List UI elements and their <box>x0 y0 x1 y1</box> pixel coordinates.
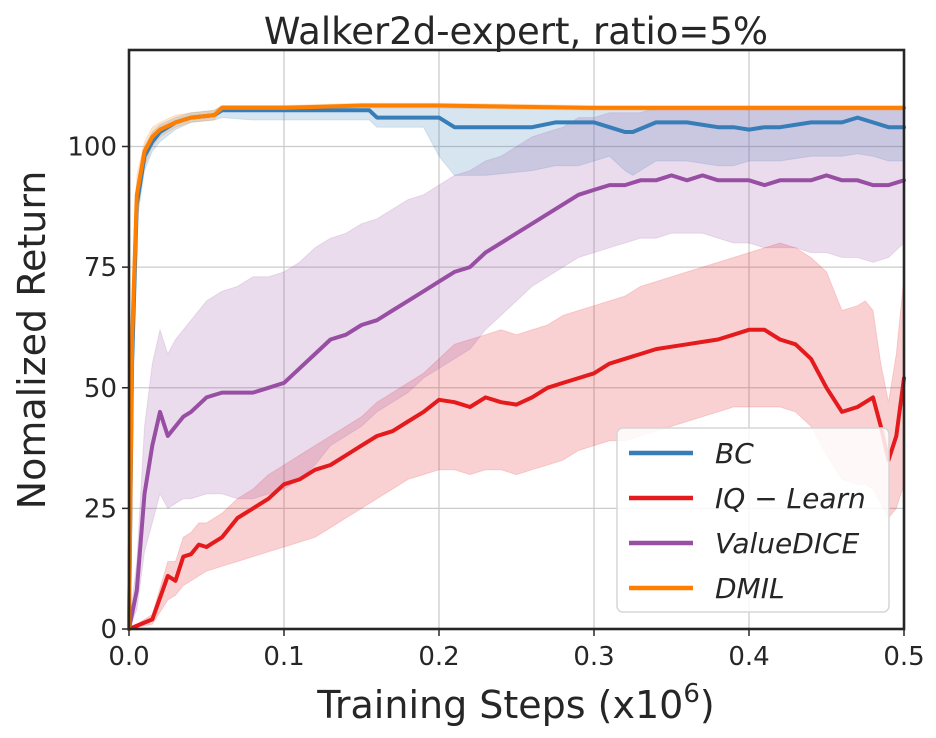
line-valuedice <box>127 173 906 631</box>
legend-label-valuedice: ValueDICE <box>715 527 860 560</box>
x-axis-label-exponent: 6 <box>683 679 700 709</box>
x-axis-label: Training Steps (x106) <box>316 679 714 727</box>
legend: BC IQ − Learn ValueDICE DMIL <box>616 427 890 613</box>
x-tick-label: 0.0 <box>108 642 149 672</box>
x-axis-label-main: Training Steps (x10 <box>316 683 683 727</box>
x-axis-label-close: ) <box>700 683 715 727</box>
x-tick-label: 0.4 <box>728 642 769 672</box>
y-tick-label: 0 <box>100 615 117 645</box>
y-tick-label: 100 <box>67 133 117 163</box>
y-tick-label: 50 <box>84 374 117 404</box>
x-tick-label: 0.1 <box>263 642 304 672</box>
chart-title: Walker2d-expert, ratio=5% <box>264 10 768 53</box>
line-dmil <box>127 103 906 631</box>
x-tick-label: 0.2 <box>418 642 459 672</box>
legend-label-dmil: DMIL <box>715 572 785 605</box>
line-iq-learn <box>127 327 906 631</box>
y-axis-label: Nomalized Return <box>10 171 54 510</box>
y-tick-label: 25 <box>84 494 117 524</box>
x-tick-label: 0.5 <box>883 642 924 672</box>
x-tick-label: 0.3 <box>573 642 614 672</box>
legend-box <box>616 427 890 613</box>
legend-label-iq-learn: IQ − Learn <box>715 482 866 515</box>
y-tick-label: 75 <box>84 253 117 283</box>
legend-label-bc: BC <box>715 437 754 470</box>
axis-ticks: 0.0 0.1 0.2 0.3 0.4 0.5 0 25 50 75 100 <box>67 133 924 673</box>
plot-frame <box>127 48 906 631</box>
series-lines <box>127 103 906 631</box>
